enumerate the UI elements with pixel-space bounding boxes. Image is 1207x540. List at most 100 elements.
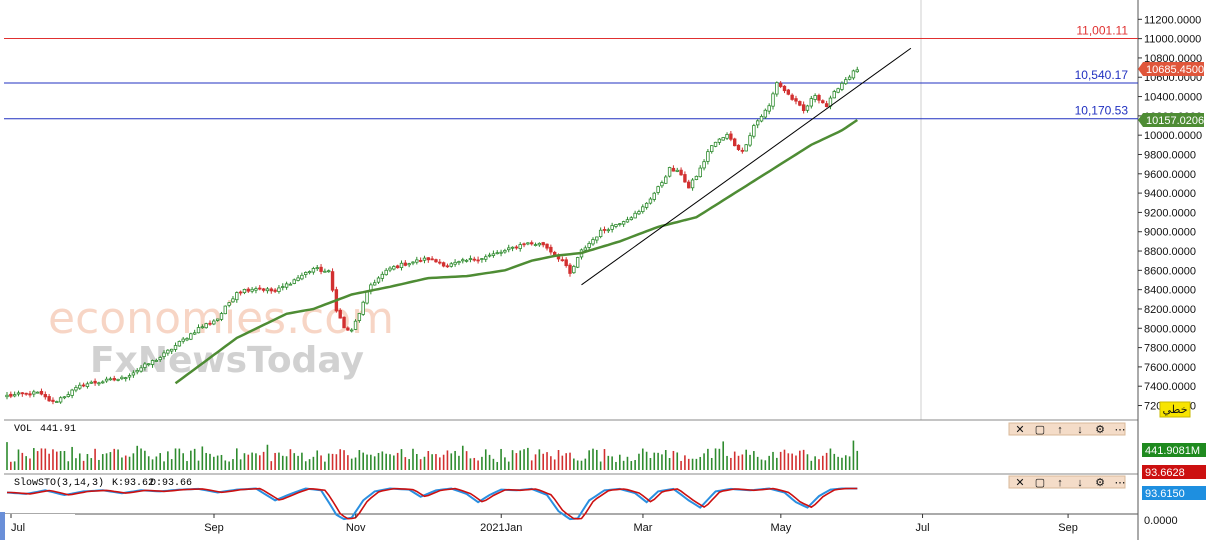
candle — [805, 104, 810, 113]
candle — [748, 132, 752, 147]
candle — [127, 373, 132, 381]
candle — [809, 95, 813, 109]
volume-bar — [764, 460, 767, 470]
candle-body — [338, 309, 342, 319]
candle-body — [185, 338, 189, 341]
candle — [147, 363, 151, 367]
volume-bar — [844, 455, 847, 470]
candle — [307, 270, 312, 275]
candle — [418, 257, 423, 263]
volume-bar — [607, 455, 610, 470]
volume-bar — [98, 459, 100, 470]
candle-body — [702, 161, 706, 169]
candle — [847, 74, 852, 81]
candle — [725, 132, 729, 141]
candle — [143, 361, 147, 371]
volume-bar — [799, 450, 801, 470]
candle — [733, 137, 737, 147]
candle — [200, 324, 205, 329]
volume-toolbar[interactable]: ✕ ▢ ↑ ↓ ⚙ ⋯ — [1008, 422, 1126, 436]
candle — [759, 114, 764, 123]
candle-body — [832, 91, 836, 99]
time-axis-pad — [5, 514, 75, 540]
level-label: 10,540.17 — [1075, 68, 1129, 82]
volume-bar — [101, 454, 104, 470]
volume-bar — [542, 453, 544, 470]
volume-bar — [707, 448, 709, 470]
candle-body — [81, 384, 86, 387]
candle-body — [407, 263, 411, 266]
volume-bar — [373, 456, 376, 470]
volume-bar — [791, 453, 793, 470]
volume-bar — [197, 460, 200, 470]
candle — [821, 99, 825, 104]
candle-body — [158, 357, 162, 361]
candle — [208, 320, 212, 326]
volume-bar — [431, 454, 433, 470]
candle — [457, 260, 461, 266]
candle-body — [740, 149, 745, 152]
volume-bar — [626, 456, 629, 470]
volume-bar — [760, 459, 763, 470]
volume-bar — [615, 461, 617, 470]
stoch-k-label: K:93.62 — [112, 478, 154, 489]
volume-bar — [569, 452, 571, 470]
toolbar-icon[interactable]: ↑ — [1057, 477, 1063, 489]
toolbar-icon[interactable]: ↓ — [1077, 477, 1083, 489]
candle — [235, 291, 239, 303]
toolbar-icon[interactable]: ⋯ — [1115, 477, 1126, 489]
volume-bar — [661, 454, 663, 470]
candle-body — [254, 288, 258, 291]
toolbar-icon[interactable]: ▢ — [1035, 477, 1045, 489]
candle-body — [541, 242, 545, 246]
candle — [158, 355, 162, 362]
toolbar-icon[interactable]: ✕ — [1015, 424, 1024, 436]
y-tick-label: 9200.0000 — [1144, 207, 1196, 219]
candle-body — [342, 316, 346, 329]
candle — [32, 389, 36, 398]
volume-bar — [676, 452, 679, 470]
candle-body — [598, 229, 603, 237]
candle-body — [461, 259, 465, 262]
candle — [58, 396, 63, 404]
toolbar-icon[interactable]: ⚙ — [1095, 424, 1105, 436]
volume-bar — [136, 445, 139, 470]
candle-body — [192, 332, 197, 335]
candle-body — [499, 251, 503, 254]
candle — [713, 141, 718, 148]
stoch-toolbar[interactable]: ✕ ▢ ↑ ↓ ⚙ ⋯ — [1008, 475, 1126, 489]
candle-body — [5, 394, 9, 398]
candle-body — [323, 270, 327, 273]
candle — [549, 244, 553, 255]
volume-bar — [753, 451, 755, 470]
candle-body — [717, 138, 722, 143]
candle — [296, 274, 300, 282]
toolbar-icon[interactable]: ⋯ — [1115, 424, 1126, 436]
volume-bar — [504, 457, 506, 470]
candle-body — [824, 103, 829, 107]
toolbar-icon[interactable]: ✕ — [1015, 477, 1024, 489]
volume-bar — [603, 449, 606, 470]
toolbar-icon[interactable]: ⚙ — [1095, 477, 1105, 489]
candle — [736, 144, 741, 151]
candle — [62, 396, 67, 400]
volume-bar — [829, 448, 832, 470]
candle-body — [778, 82, 783, 87]
candle-body — [315, 267, 319, 270]
last-price-tag: 10685.4500 — [1138, 61, 1204, 76]
toolbar-icon[interactable]: ↑ — [1057, 424, 1063, 436]
badge-text: خطي — [1163, 404, 1188, 416]
volume-bar — [730, 457, 732, 470]
candle — [434, 258, 438, 263]
candle — [480, 258, 484, 263]
candle-body — [679, 169, 683, 176]
toolbar-icon[interactable]: ▢ — [1035, 424, 1045, 436]
candle-body — [725, 134, 729, 139]
candle-body — [51, 399, 55, 402]
volume-bar — [239, 459, 242, 470]
volume-bar — [580, 460, 583, 470]
volume-bar — [55, 451, 58, 470]
toolbar-icon[interactable]: ↓ — [1077, 424, 1083, 436]
candle — [269, 287, 273, 294]
